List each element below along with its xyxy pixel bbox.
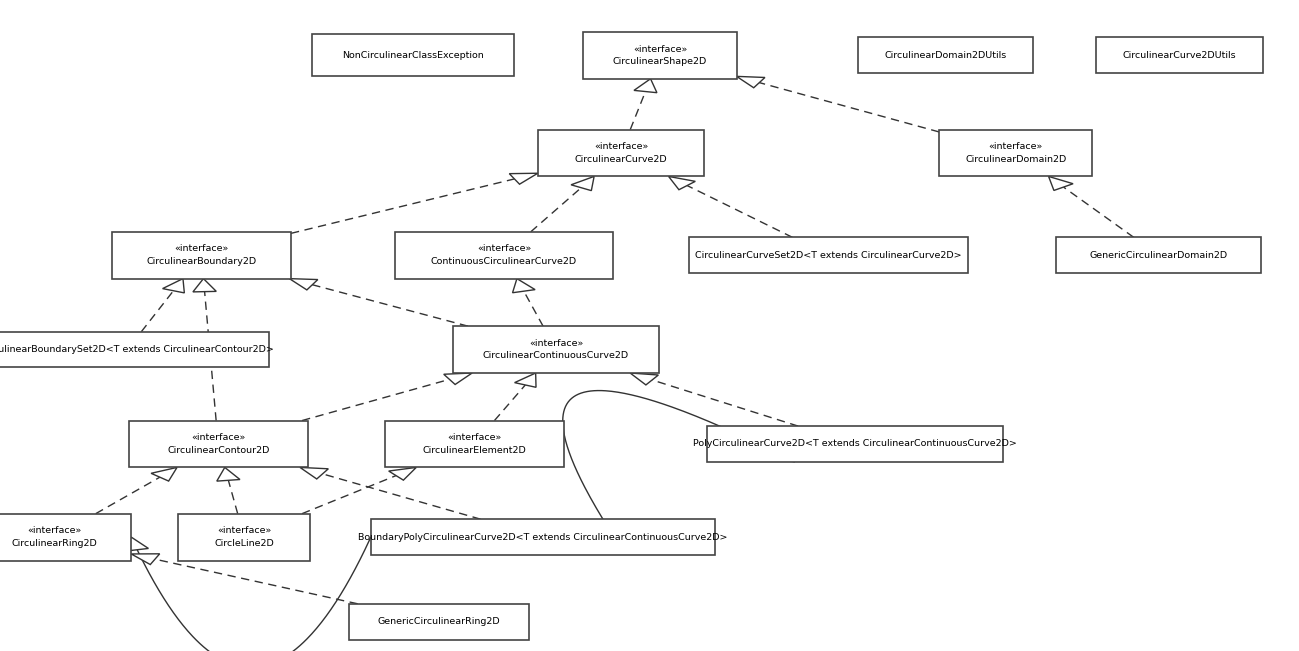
- Text: «interface»
CirculinearContinuousCurve2D: «interface» CirculinearContinuousCurve2D: [483, 339, 629, 361]
- Polygon shape: [768, 449, 795, 462]
- Polygon shape: [514, 373, 536, 387]
- FancyBboxPatch shape: [129, 421, 308, 467]
- FancyBboxPatch shape: [395, 232, 613, 279]
- Polygon shape: [194, 279, 217, 292]
- Polygon shape: [737, 76, 765, 88]
- Text: «interface»
CirculinearBoundary2D: «interface» CirculinearBoundary2D: [147, 244, 256, 266]
- Polygon shape: [509, 173, 538, 184]
- Text: BoundaryPolyCirculinearCurve2D<T extends CirculinearContinuousCurve2D>: BoundaryPolyCirculinearCurve2D<T extends…: [359, 533, 727, 542]
- FancyBboxPatch shape: [857, 37, 1033, 73]
- Text: PolyCirculinearCurve2D<T extends CirculinearContinuousCurve2D>: PolyCirculinearCurve2D<T extends Circuli…: [692, 439, 1017, 449]
- FancyBboxPatch shape: [0, 514, 131, 561]
- FancyBboxPatch shape: [538, 130, 704, 176]
- FancyBboxPatch shape: [688, 237, 968, 273]
- FancyBboxPatch shape: [583, 32, 737, 79]
- Polygon shape: [290, 279, 318, 290]
- FancyBboxPatch shape: [939, 130, 1092, 176]
- FancyBboxPatch shape: [112, 232, 291, 279]
- Polygon shape: [300, 467, 329, 479]
- Polygon shape: [572, 176, 594, 191]
- FancyBboxPatch shape: [1056, 237, 1261, 273]
- FancyBboxPatch shape: [372, 519, 714, 555]
- FancyBboxPatch shape: [349, 604, 529, 639]
- Polygon shape: [634, 79, 657, 92]
- FancyBboxPatch shape: [0, 332, 269, 367]
- Polygon shape: [669, 176, 695, 189]
- Polygon shape: [444, 373, 472, 385]
- Polygon shape: [131, 554, 160, 564]
- Text: «interface»
ContinuousCirculinearCurve2D: «interface» ContinuousCirculinearCurve2D: [431, 244, 577, 266]
- Polygon shape: [162, 279, 184, 293]
- Text: «interface»
CirculinearCurve2D: «interface» CirculinearCurve2D: [574, 142, 668, 164]
- Text: GenericCirculinearDomain2D: GenericCirculinearDomain2D: [1090, 251, 1228, 260]
- Text: «interface»
CirculinearShape2D: «interface» CirculinearShape2D: [613, 44, 707, 66]
- FancyBboxPatch shape: [178, 514, 310, 561]
- FancyBboxPatch shape: [312, 34, 513, 76]
- FancyBboxPatch shape: [385, 421, 564, 467]
- Polygon shape: [630, 373, 659, 385]
- Polygon shape: [388, 467, 416, 480]
- Text: CirculinearBoundarySet2D<T extends CirculinearContour2D>: CirculinearBoundarySet2D<T extends Circu…: [0, 345, 274, 354]
- FancyBboxPatch shape: [707, 426, 1003, 462]
- Text: GenericCirculinearRing2D: GenericCirculinearRing2D: [378, 617, 500, 626]
- FancyBboxPatch shape: [1096, 37, 1263, 73]
- Text: NonCirculinearClassException: NonCirculinearClassException: [342, 51, 485, 60]
- Text: «interface»
CirculinearDomain2D: «interface» CirculinearDomain2D: [965, 142, 1066, 164]
- Text: «interface»
CircleLine2D: «interface» CircleLine2D: [214, 526, 274, 548]
- Text: «interface»
CirculinearElement2D: «interface» CirculinearElement2D: [422, 433, 526, 455]
- Text: CirculinearDomain2DUtils: CirculinearDomain2DUtils: [885, 51, 1007, 60]
- Polygon shape: [1048, 176, 1073, 191]
- Text: CirculinearCurveSet2D<T extends CirculinearCurve2D>: CirculinearCurveSet2D<T extends Circulin…: [695, 251, 963, 260]
- Text: CirculinearCurve2DUtils: CirculinearCurve2DUtils: [1122, 51, 1237, 60]
- FancyBboxPatch shape: [453, 326, 659, 373]
- Text: «interface»
CirculinearRing2D: «interface» CirculinearRing2D: [12, 526, 97, 548]
- Polygon shape: [126, 537, 148, 551]
- Polygon shape: [513, 279, 535, 293]
- Polygon shape: [151, 467, 177, 481]
- Polygon shape: [217, 467, 240, 481]
- Text: «interface»
CirculinearContour2D: «interface» CirculinearContour2D: [168, 433, 269, 455]
